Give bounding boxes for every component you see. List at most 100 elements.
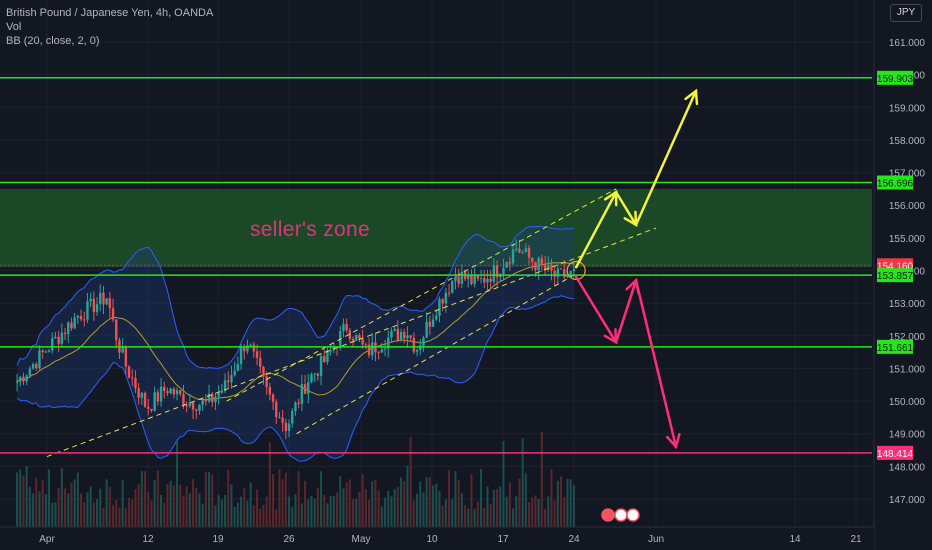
candle-body: [303, 384, 307, 394]
volume-bar: [454, 471, 457, 527]
candle-body: [201, 400, 204, 405]
candle-body: [524, 248, 528, 253]
volume-indicator-label[interactable]: Vol: [6, 21, 22, 33]
volume-bar: [556, 480, 559, 527]
volume-bar: [54, 502, 57, 527]
volume-bar: [92, 502, 95, 527]
candle-body: [515, 248, 518, 250]
volume-bar: [172, 485, 175, 527]
candle-body: [204, 400, 208, 402]
candle-body: [492, 265, 496, 282]
volume-bar: [572, 485, 575, 527]
volume-bar: [150, 500, 153, 527]
candle-body: [489, 278, 492, 282]
candle-body: [556, 268, 560, 277]
volume-bar: [105, 479, 108, 527]
level-price-tag: [877, 268, 913, 283]
volume-bar: [144, 471, 147, 527]
candle-body: [63, 332, 67, 334]
volume-bar: [342, 488, 345, 527]
y-tick-label: 161.000: [889, 38, 926, 49]
candle-body: [355, 335, 358, 341]
candle-body: [425, 321, 428, 338]
candle-body: [92, 298, 96, 312]
volume-bar: [358, 491, 361, 527]
level-price-tag: [877, 339, 913, 354]
bollinger-indicator-label[interactable]: BB (20, close, 2, 0): [6, 35, 100, 47]
y-tick-label: 158.000: [889, 136, 926, 147]
candle-body: [431, 319, 435, 327]
candle-body: [345, 323, 348, 331]
volume-bar: [300, 503, 303, 527]
volume-bar: [240, 496, 243, 527]
y-tick-label: 159.000: [889, 103, 926, 114]
currency-button[interactable]: JPY: [890, 4, 922, 22]
candle-body: [143, 392, 147, 407]
y-tick-label: 156.000: [889, 201, 926, 212]
volume-bar: [140, 471, 143, 527]
symbol-title[interactable]: British Pound / Japanese Yen, 4h, OANDA: [6, 7, 214, 19]
volume-bar: [198, 493, 201, 527]
candle-body: [278, 417, 281, 419]
candle-body: [409, 335, 412, 338]
candle-body: [326, 350, 329, 363]
volume-bar: [563, 497, 566, 527]
candle-body: [35, 363, 38, 369]
volume-bar: [16, 472, 19, 527]
candle-body: [249, 344, 252, 346]
candle-body: [175, 390, 179, 395]
candle-body: [150, 408, 153, 411]
volume-bar: [51, 502, 54, 527]
pink-arrow-segment: [614, 279, 638, 344]
volume-bar: [288, 496, 291, 527]
volume-bar: [419, 481, 422, 527]
volume-bar: [323, 494, 326, 527]
volume-bar: [492, 490, 495, 527]
y-tick-label: 153.000: [889, 299, 926, 310]
volume-bar: [124, 507, 127, 527]
candle-body: [403, 331, 406, 339]
volume-bar: [348, 479, 351, 527]
candle-body: [447, 292, 451, 294]
candle-body: [140, 392, 144, 398]
y-tick-label: 147.000: [889, 495, 926, 506]
candle-body: [166, 391, 169, 394]
volume-bar: [518, 478, 521, 527]
candle-body: [207, 393, 211, 402]
candle-body: [470, 275, 473, 285]
candle-body: [127, 366, 131, 378]
volume-bar: [80, 493, 83, 527]
candle-body: [22, 376, 25, 382]
volume-bar: [451, 499, 454, 527]
candle-body: [70, 322, 73, 329]
event-marker-icon: [614, 508, 628, 522]
x-tick-label: 26: [283, 534, 295, 545]
x-tick-label: 24: [568, 534, 580, 545]
volume-bar: [336, 492, 339, 527]
volume-bar: [566, 478, 569, 527]
candle-body: [540, 258, 544, 265]
price-circle-marker: [566, 260, 586, 281]
candle-body: [435, 315, 438, 320]
volume-bar: [409, 437, 412, 527]
level-price-label: 148.414: [877, 449, 914, 460]
candle-body: [534, 262, 537, 271]
candle-body: [15, 381, 19, 383]
x-tick-label: 19: [212, 534, 224, 545]
candle-body: [246, 345, 249, 352]
volume-bar: [448, 469, 451, 527]
volume-bar: [83, 501, 86, 527]
x-tick-label: Jun: [648, 534, 664, 545]
candle-body: [227, 380, 230, 383]
volume-bar: [115, 500, 118, 527]
volume-bar: [512, 508, 515, 527]
yellow-arrow-head: [684, 88, 699, 106]
candle-body: [415, 350, 419, 352]
candle-body: [259, 357, 262, 367]
candle-body: [396, 328, 400, 340]
volume-bar: [528, 501, 531, 527]
volume-bar: [64, 488, 67, 527]
candle-body: [348, 330, 352, 339]
volume-bar: [384, 497, 387, 527]
